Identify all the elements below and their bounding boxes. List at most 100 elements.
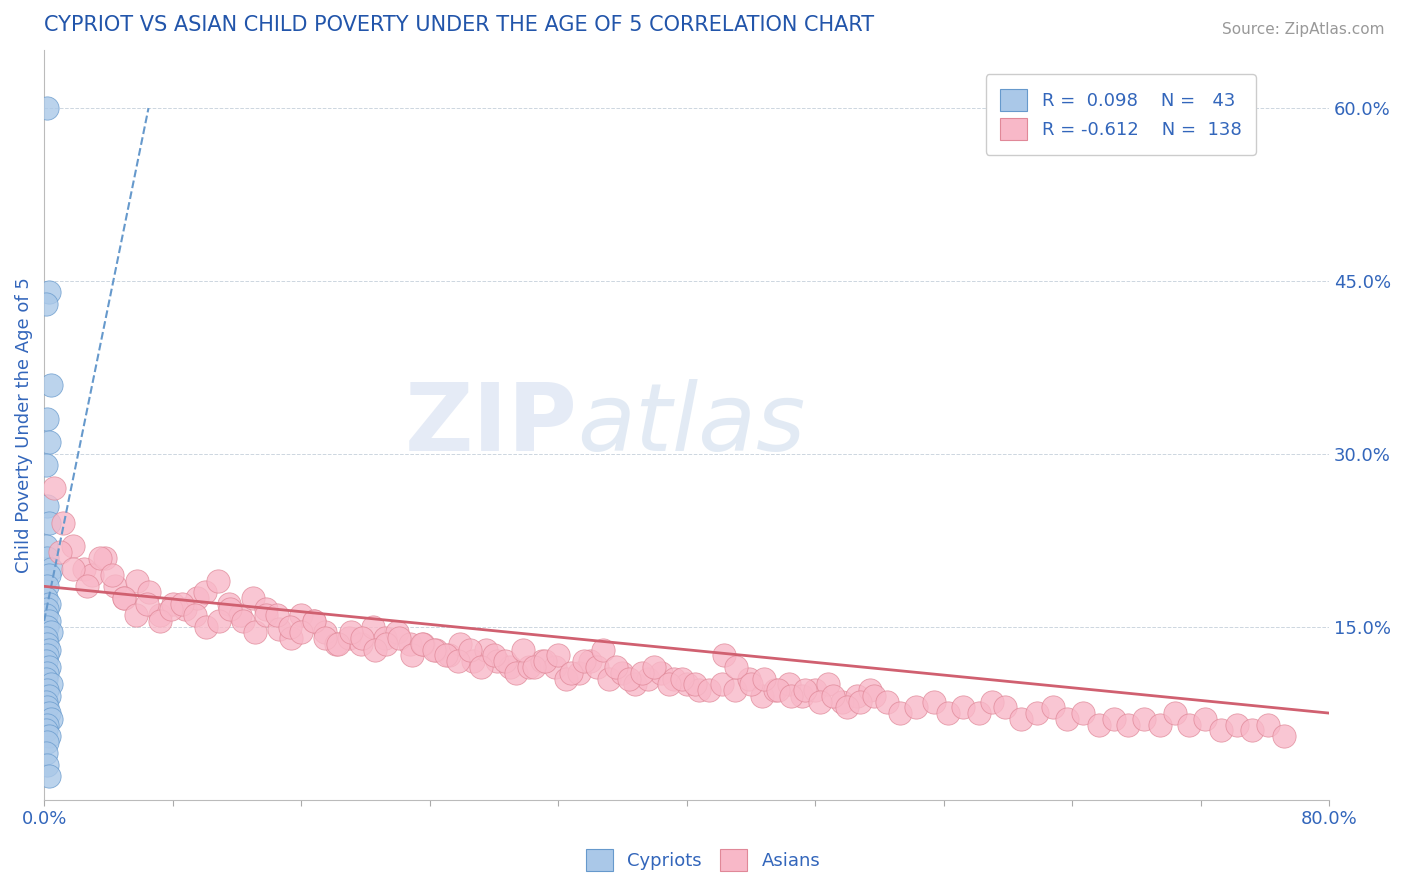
Point bbox=[363, 620, 385, 634]
Point bbox=[905, 700, 928, 714]
Point bbox=[35, 631, 58, 645]
Point bbox=[39, 562, 62, 576]
Point bbox=[37, 620, 59, 634]
Point bbox=[218, 597, 240, 611]
Text: atlas: atlas bbox=[578, 379, 806, 470]
Point bbox=[724, 683, 747, 698]
Point bbox=[585, 660, 607, 674]
Point bbox=[37, 637, 59, 651]
Point bbox=[555, 672, 578, 686]
Point bbox=[232, 614, 254, 628]
Point bbox=[37, 735, 59, 749]
Point bbox=[876, 695, 898, 709]
Point bbox=[138, 585, 160, 599]
Point bbox=[922, 695, 945, 709]
Point bbox=[39, 677, 62, 691]
Point bbox=[1211, 723, 1233, 738]
Point bbox=[35, 723, 58, 738]
Point bbox=[314, 625, 336, 640]
Point bbox=[242, 591, 264, 605]
Point bbox=[859, 683, 882, 698]
Point bbox=[302, 614, 325, 628]
Point bbox=[751, 689, 773, 703]
Point bbox=[738, 672, 761, 686]
Point bbox=[849, 695, 872, 709]
Point bbox=[993, 700, 1015, 714]
Point bbox=[104, 579, 127, 593]
Point bbox=[544, 660, 567, 674]
Point bbox=[194, 585, 217, 599]
Point bbox=[162, 597, 184, 611]
Point bbox=[290, 608, 312, 623]
Point bbox=[267, 622, 290, 636]
Point bbox=[124, 608, 146, 623]
Point bbox=[470, 660, 492, 674]
Point bbox=[254, 602, 277, 616]
Point bbox=[302, 614, 325, 628]
Point bbox=[617, 672, 640, 686]
Point bbox=[100, 567, 122, 582]
Point bbox=[740, 677, 762, 691]
Point bbox=[458, 642, 481, 657]
Point bbox=[845, 689, 868, 703]
Text: ZIP: ZIP bbox=[405, 379, 578, 471]
Point bbox=[675, 677, 697, 691]
Point bbox=[326, 637, 349, 651]
Point bbox=[671, 672, 693, 686]
Point bbox=[38, 435, 60, 450]
Point bbox=[572, 654, 595, 668]
Point bbox=[35, 654, 58, 668]
Point bbox=[278, 620, 301, 634]
Point bbox=[952, 700, 974, 714]
Point bbox=[208, 614, 231, 628]
Point bbox=[1116, 717, 1139, 731]
Point bbox=[434, 648, 457, 663]
Point bbox=[243, 625, 266, 640]
Point bbox=[530, 654, 553, 668]
Point bbox=[76, 579, 98, 593]
Point bbox=[447, 654, 470, 668]
Point bbox=[38, 706, 60, 720]
Point bbox=[713, 648, 735, 663]
Point bbox=[35, 539, 58, 553]
Point bbox=[475, 642, 498, 657]
Point bbox=[160, 602, 183, 616]
Point bbox=[35, 297, 58, 311]
Point bbox=[1194, 712, 1216, 726]
Point bbox=[752, 672, 775, 686]
Point bbox=[38, 660, 60, 674]
Point bbox=[763, 683, 786, 698]
Point bbox=[229, 608, 252, 623]
Point bbox=[186, 591, 208, 605]
Point bbox=[266, 608, 288, 623]
Point bbox=[980, 695, 1002, 709]
Point bbox=[37, 683, 59, 698]
Point bbox=[725, 660, 748, 674]
Point bbox=[831, 695, 853, 709]
Legend: Cypriots, Asians: Cypriots, Asians bbox=[578, 842, 828, 879]
Point bbox=[337, 631, 360, 645]
Point bbox=[1025, 706, 1047, 720]
Text: CYPRIOT VS ASIAN CHILD POVERTY UNDER THE AGE OF 5 CORRELATION CHART: CYPRIOT VS ASIAN CHILD POVERTY UNDER THE… bbox=[44, 15, 875, 35]
Point bbox=[38, 642, 60, 657]
Point bbox=[650, 665, 672, 680]
Point bbox=[794, 683, 817, 698]
Point bbox=[94, 550, 117, 565]
Point bbox=[486, 654, 509, 668]
Point bbox=[817, 677, 839, 691]
Point bbox=[38, 567, 60, 582]
Point bbox=[505, 665, 527, 680]
Point bbox=[280, 631, 302, 645]
Point bbox=[1133, 712, 1156, 726]
Point bbox=[401, 648, 423, 663]
Point bbox=[412, 637, 434, 651]
Point bbox=[437, 648, 460, 663]
Point bbox=[112, 591, 135, 605]
Point bbox=[804, 683, 827, 698]
Point bbox=[411, 637, 433, 651]
Point bbox=[1164, 706, 1187, 720]
Point bbox=[1102, 712, 1125, 726]
Point bbox=[35, 672, 58, 686]
Point bbox=[449, 637, 471, 651]
Point bbox=[688, 683, 710, 698]
